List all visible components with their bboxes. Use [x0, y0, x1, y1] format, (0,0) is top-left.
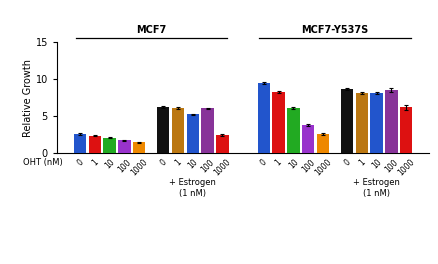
Text: 0: 0 [259, 158, 269, 167]
Bar [272, 92, 285, 153]
Text: + Estrogen
(1 nM): + Estrogen (1 nM) [353, 178, 400, 198]
Bar [258, 83, 270, 153]
Bar [157, 107, 170, 153]
Bar [103, 138, 116, 153]
Text: 1: 1 [173, 158, 183, 167]
Text: 0: 0 [342, 158, 352, 167]
Text: 100: 100 [300, 158, 317, 174]
Text: 100: 100 [383, 158, 399, 174]
Bar [287, 108, 300, 153]
Text: 1000: 1000 [313, 158, 333, 178]
Text: + Estrogen
(1 nM): + Estrogen (1 nM) [170, 178, 216, 198]
Text: 1: 1 [274, 158, 283, 167]
Text: 0: 0 [75, 158, 85, 167]
Text: 1000: 1000 [129, 158, 149, 178]
Text: 10: 10 [370, 158, 383, 171]
Bar [74, 134, 86, 153]
Bar [201, 109, 214, 153]
Bar [371, 93, 383, 153]
Text: 10: 10 [186, 158, 199, 171]
Text: 1: 1 [357, 158, 367, 167]
Bar [356, 93, 368, 153]
Bar [172, 108, 184, 153]
Y-axis label: Relative Growth: Relative Growth [23, 59, 33, 137]
Text: 0: 0 [158, 158, 168, 167]
Bar [216, 135, 229, 153]
Bar [385, 90, 398, 153]
Text: OHT (nM): OHT (nM) [23, 158, 62, 167]
Bar [88, 136, 101, 153]
Text: 1000: 1000 [212, 158, 233, 178]
Bar [317, 134, 329, 153]
Text: 1: 1 [90, 158, 100, 167]
Text: 100: 100 [116, 158, 133, 174]
Text: MCF7: MCF7 [136, 25, 166, 35]
Text: MCF7-Y537S: MCF7-Y537S [301, 25, 369, 35]
Text: 10: 10 [287, 158, 300, 171]
Bar [400, 107, 412, 153]
Bar [302, 125, 314, 153]
Bar [341, 89, 353, 153]
Bar [118, 140, 131, 153]
Text: 1000: 1000 [396, 158, 416, 178]
Bar [133, 142, 145, 153]
Bar [187, 114, 199, 153]
Text: 100: 100 [199, 158, 216, 174]
Text: 10: 10 [103, 158, 116, 171]
